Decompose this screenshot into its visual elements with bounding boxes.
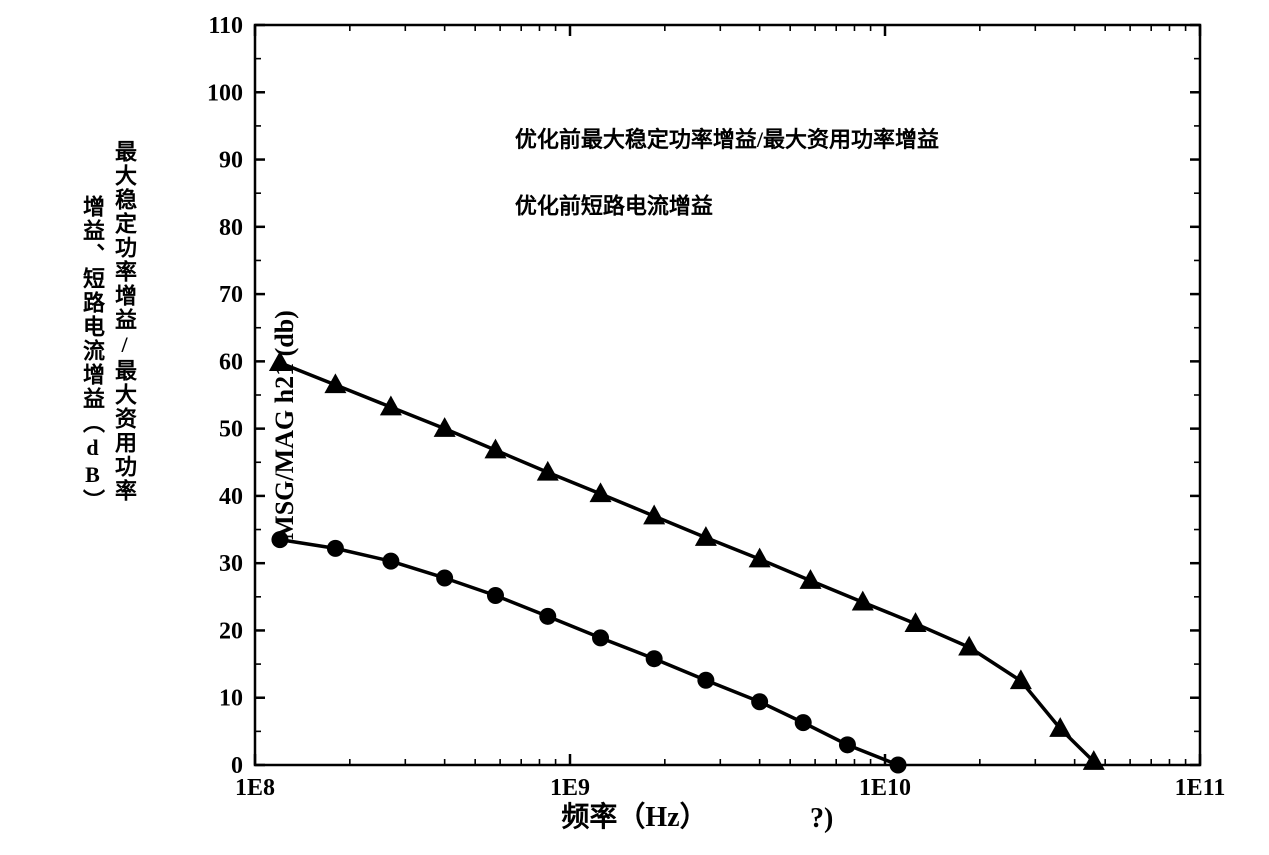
- svg-text:优化前最大稳定功率增益/最大资用功率增益: 优化前最大稳定功率增益/最大资用功率增益: [515, 127, 939, 152]
- svg-text:100: 100: [207, 80, 243, 106]
- svg-text:50: 50: [219, 417, 243, 443]
- x-axis-label-fragment: ?): [810, 803, 833, 835]
- chart-plot: 01020304050607080901001101E81E91E101E11优…: [255, 25, 1200, 765]
- svg-text:60: 60: [219, 349, 243, 375]
- chart-container: 增益、短路电流增益（dB） 最大稳定功率增益/最大资用功率 MSG/MAG h2…: [0, 0, 1269, 855]
- y-axis-label-cn-inner: 最大稳定功率增益/最大资用功率: [108, 140, 140, 503]
- x-axis-label-cn: 频率（Hz）: [561, 795, 707, 835]
- svg-text:10: 10: [219, 686, 243, 712]
- svg-text:40: 40: [219, 484, 243, 510]
- svg-text:70: 70: [219, 282, 243, 308]
- y-axis-label-cn-outer: 增益、短路电流增益（dB）: [76, 195, 108, 513]
- svg-text:1E8: 1E8: [235, 775, 275, 801]
- svg-text:1E11: 1E11: [1175, 775, 1226, 801]
- svg-text:1E10: 1E10: [859, 775, 911, 801]
- svg-text:80: 80: [219, 215, 243, 241]
- svg-text:110: 110: [208, 13, 243, 39]
- svg-text:优化前短路电流增益: 优化前短路电流增益: [515, 194, 713, 219]
- svg-text:20: 20: [219, 618, 243, 644]
- svg-text:90: 90: [219, 148, 243, 174]
- svg-text:30: 30: [219, 551, 243, 577]
